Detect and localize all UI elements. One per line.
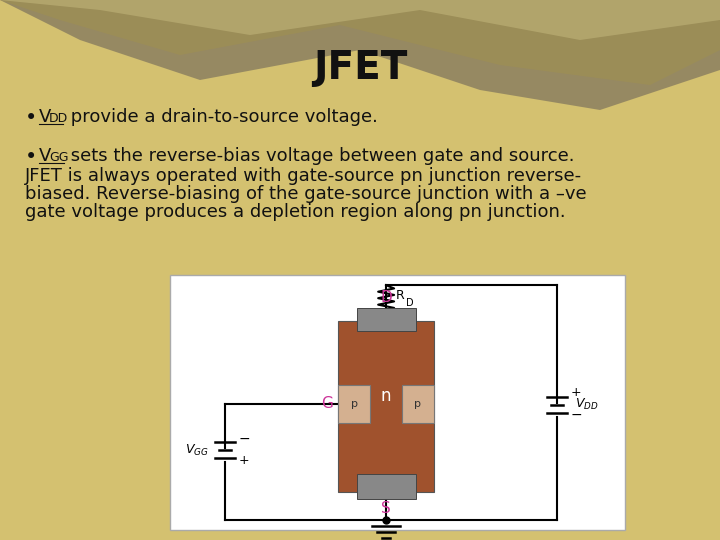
Text: +: +	[238, 454, 249, 467]
Text: GG: GG	[49, 151, 68, 164]
Text: S: S	[382, 502, 391, 516]
Text: n: n	[381, 387, 392, 406]
Text: •: •	[25, 108, 37, 128]
Bar	[356, 308, 415, 331]
Text: p: p	[351, 399, 358, 409]
Text: sets the reverse-bias voltage between gate and source.: sets the reverse-bias voltage between ga…	[65, 147, 575, 165]
Text: G: G	[321, 396, 333, 411]
Bar	[338, 321, 434, 492]
Text: R: R	[396, 288, 405, 301]
Bar	[402, 384, 434, 423]
Text: V: V	[39, 108, 51, 126]
Text: provide a drain-to-source voltage.: provide a drain-to-source voltage.	[65, 108, 378, 126]
Text: JFET: JFET	[312, 49, 408, 87]
Polygon shape	[0, 0, 720, 40]
Text: $V_{GG}$: $V_{GG}$	[185, 443, 209, 458]
Text: •: •	[25, 147, 37, 167]
Bar	[338, 384, 370, 423]
Text: V: V	[39, 147, 51, 165]
Text: JFET is always operated with gate-source pn junction reverse-: JFET is always operated with gate-source…	[25, 167, 582, 185]
Text: gate voltage produces a depletion region along pn junction.: gate voltage produces a depletion region…	[25, 203, 566, 221]
Text: biased. Reverse-biasing of the gate-source junction with a –ve: biased. Reverse-biasing of the gate-sour…	[25, 185, 587, 203]
Bar	[170, 275, 625, 530]
Text: −: −	[571, 408, 582, 422]
Text: D: D	[406, 298, 414, 308]
Text: DD: DD	[49, 112, 68, 125]
Text: p: p	[415, 399, 421, 409]
Polygon shape	[0, 0, 720, 85]
Text: $V_{DD}$: $V_{DD}$	[575, 397, 598, 412]
Text: +: +	[571, 386, 581, 399]
Polygon shape	[0, 0, 720, 110]
Text: −: −	[238, 431, 251, 446]
Bar	[356, 474, 415, 500]
Text: D: D	[380, 290, 392, 305]
